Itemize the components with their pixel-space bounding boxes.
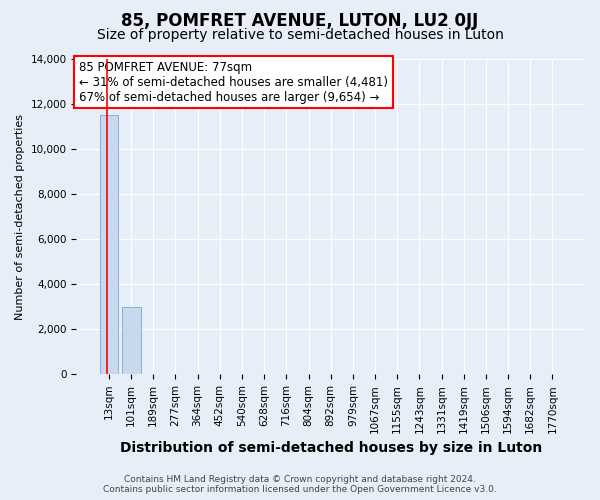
Text: Contains public sector information licensed under the Open Government Licence v3: Contains public sector information licen… (103, 485, 497, 494)
X-axis label: Distribution of semi-detached houses by size in Luton: Distribution of semi-detached houses by … (119, 441, 542, 455)
Bar (100, 116, 118, 374)
Y-axis label: Number of semi-detached properties: Number of semi-detached properties (15, 114, 25, 320)
Text: Size of property relative to semi-detached houses in Luton: Size of property relative to semi-detach… (97, 28, 503, 42)
Text: 85, POMFRET AVENUE, LUTON, LU2 0JJ: 85, POMFRET AVENUE, LUTON, LU2 0JJ (121, 12, 479, 30)
Text: Contains HM Land Registry data © Crown copyright and database right 2024.: Contains HM Land Registry data © Crown c… (124, 475, 476, 484)
Bar (122, 306, 140, 374)
Text: 85 POMFRET AVENUE: 77sqm
← 31% of semi-detached houses are smaller (4,481)
67% o: 85 POMFRET AVENUE: 77sqm ← 31% of semi-d… (79, 60, 388, 104)
